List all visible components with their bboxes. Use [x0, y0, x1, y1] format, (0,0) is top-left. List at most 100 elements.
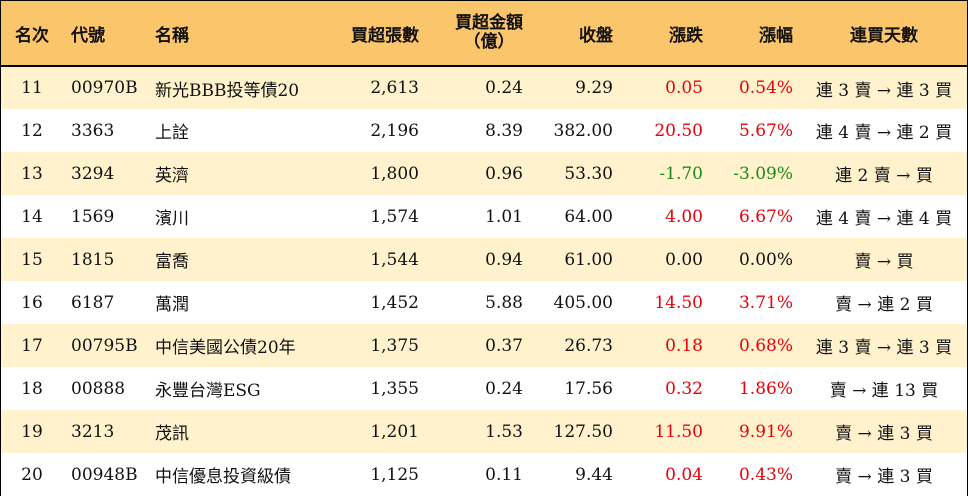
table-row[interactable]: 15 1815 富喬 1,544 0.94 61.00 0.00 0.00% 賣 → 買 [1, 238, 967, 281]
cell-days: 賣 → 連 13 買 [829, 381, 939, 401]
cell-rank: 20 [21, 464, 43, 485]
cell-rank: 12 [21, 120, 43, 141]
cell-change: -1.70 [659, 163, 703, 184]
cell-close: 9.29 [575, 78, 613, 98]
cell-volume: 1,201 [370, 421, 419, 442]
col-header-rank[interactable]: 名次 [1, 1, 63, 67]
amount-header-line1: 買超金額 [455, 13, 523, 33]
cell-name: 永豐台灣ESG [155, 381, 261, 401]
cell-name: 中信優息投資級債 [155, 467, 291, 487]
cell-amount: 1.01 [485, 206, 523, 227]
col-header-volume[interactable]: 買超張數 [325, 1, 427, 67]
cell-code: 00888 [71, 378, 126, 399]
amount-header-line2: （億） [463, 32, 515, 52]
table-row[interactable]: 16 6187 萬潤 1,452 5.88 405.00 14.50 3.71% 賣 → 連 2… [1, 281, 967, 324]
table-row[interactable]: 14 1569 濱川 1,574 1.01 64.00 4.00 6.67% 連 4 賣 → 連… [1, 195, 967, 238]
cell-name: 新光BBB投等債20 [155, 80, 300, 101]
cell-name: 濱川 [155, 209, 189, 229]
table-row[interactable]: 17 00795B 中信美國公債20年 1,375 0.37 26.73 0.18 0.68%… [1, 324, 967, 367]
table-row[interactable]: 20 00948B 中信優息投資級債 1,125 0.11 9.44 0.04 0.43% 賣 … [1, 453, 967, 496]
cell-pct: 0.43% [738, 464, 793, 485]
cell-code: 00948B [71, 464, 138, 485]
cell-volume: 1,800 [370, 163, 419, 184]
cell-close: 382.00 [553, 120, 613, 141]
col-header-code[interactable]: 代號 [63, 1, 147, 67]
cell-name: 萬潤 [155, 295, 189, 315]
cell-pct: 1.86% [738, 378, 793, 399]
cell-volume: 1,355 [370, 378, 419, 399]
col-header-days[interactable]: 連買天數 [801, 1, 967, 67]
cell-days: 賣 → 連 3 買 [835, 424, 933, 444]
table-row[interactable]: 11 00970B 新光BBB投等債20 2,613 0.24 9.29 0.05 0.54%… [1, 66, 967, 109]
cell-close: 26.73 [564, 335, 613, 356]
cell-volume: 1,452 [370, 292, 419, 313]
cell-rank: 14 [21, 206, 43, 227]
cell-close: 64.00 [564, 206, 613, 227]
cell-rank: 15 [21, 249, 43, 270]
table-row[interactable]: 19 3213 茂訊 1,201 1.53 127.50 11.50 9.91% 賣 → 連 3… [1, 410, 967, 453]
cell-days: 賣 → 買 [854, 252, 914, 272]
cell-rank: 17 [21, 335, 43, 356]
cell-code: 00795B [71, 335, 138, 356]
cell-volume: 1,544 [370, 249, 419, 270]
cell-close: 127.50 [553, 421, 613, 442]
cell-change: 11.50 [654, 421, 703, 442]
cell-code: 1569 [71, 206, 115, 227]
col-header-change[interactable]: 漲跌 [621, 1, 711, 67]
cell-change: 0.04 [665, 464, 703, 485]
cell-change: 0.00 [665, 249, 703, 270]
table-row[interactable]: 12 3363 上詮 2,196 8.39 382.00 20.50 5.67% 連 4 賣 →… [1, 109, 967, 152]
cell-volume: 2,613 [370, 78, 419, 98]
cell-amount: 0.11 [485, 464, 523, 485]
col-header-close[interactable]: 收盤 [531, 1, 621, 67]
col-header-name[interactable]: 名稱 [147, 1, 325, 67]
cell-volume: 1,125 [370, 464, 419, 485]
cell-code: 00970B [71, 78, 138, 98]
cell-pct: 0.54% [738, 78, 793, 98]
amount-header-wrapper: 買超金額 （億） [455, 14, 523, 52]
cell-change: 0.18 [665, 335, 703, 356]
col-header-amount[interactable]: 買超金額 （億） [427, 1, 531, 67]
cell-amount: 5.88 [485, 292, 523, 313]
col-header-pct[interactable]: 漲幅 [711, 1, 801, 67]
cell-close: 17.56 [564, 378, 613, 399]
table-row[interactable]: 13 3294 英濟 1,800 0.96 53.30 -1.70 -3.09% 連 2 賣 →… [1, 152, 967, 195]
cell-code: 6187 [71, 292, 115, 313]
cell-close: 53.30 [564, 163, 613, 184]
cell-pct: 0.00% [738, 249, 793, 270]
cell-volume: 1,574 [370, 206, 419, 227]
cell-days: 連 4 賣 → 連 4 買 [815, 209, 953, 229]
cell-volume: 1,375 [370, 335, 419, 356]
cell-pct: -3.09% [733, 163, 793, 184]
cell-change: 0.05 [665, 78, 703, 98]
cell-name: 中信美國公債20年 [155, 338, 296, 358]
cell-pct: 3.71% [738, 292, 793, 313]
table-body: 11 00970B 新光BBB投等債20 2,613 0.24 9.29 0.05 0.54%… [1, 66, 967, 496]
cell-change: 14.50 [654, 292, 703, 313]
cell-pct: 9.91% [738, 421, 793, 442]
cell-name: 上詮 [155, 123, 189, 143]
cell-code: 1815 [71, 249, 115, 270]
cell-amount: 0.94 [485, 249, 523, 270]
cell-rank: 19 [21, 421, 43, 442]
cell-close: 61.00 [564, 249, 613, 270]
cell-name: 茂訊 [155, 424, 189, 444]
cell-close: 405.00 [553, 292, 613, 313]
header-row: 名次 代號 名稱 買超張數 買超金額 （億） 收盤 漲跌 漲幅 連買天數 [1, 1, 967, 67]
cell-amount: 1.53 [485, 421, 523, 442]
cell-change: 0.32 [665, 378, 703, 399]
cell-days: 賣 → 連 3 買 [835, 467, 933, 487]
cell-code: 3363 [71, 120, 115, 141]
cell-pct: 6.67% [738, 206, 793, 227]
cell-change: 4.00 [665, 206, 703, 227]
cell-rank: 16 [21, 292, 43, 313]
cell-amount: 0.37 [485, 335, 523, 356]
cell-days: 連 4 賣 → 連 2 買 [815, 123, 953, 143]
cell-amount: 0.96 [485, 163, 523, 184]
cell-rank: 13 [21, 163, 43, 184]
cell-pct: 0.68% [738, 335, 793, 356]
table-row[interactable]: 18 00888 永豐台灣ESG 1,355 0.24 17.56 0.32 1.86% 賣 →… [1, 367, 967, 410]
cell-days: 賣 → 連 2 買 [835, 295, 933, 315]
